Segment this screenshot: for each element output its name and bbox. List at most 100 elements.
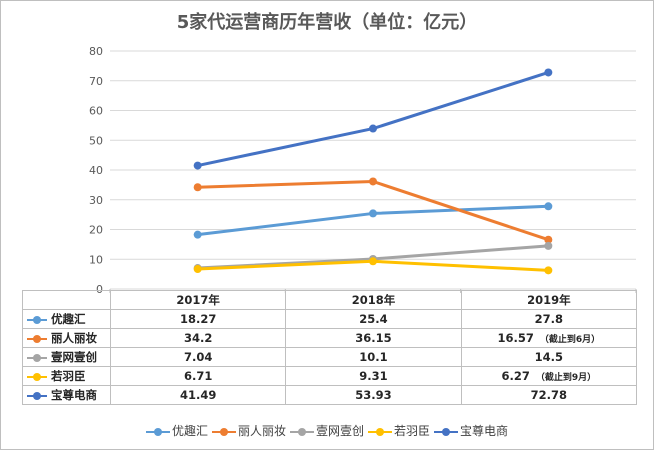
table-row: 若羽臣 6.71 9.31 6.27 （截止到9月）	[22, 366, 637, 386]
data-point	[369, 257, 377, 266]
data-point	[369, 209, 377, 218]
series-line-4	[197, 71, 549, 168]
legend-item: 若羽臣	[368, 422, 430, 439]
legend-swatch-icon	[434, 427, 459, 437]
table-value-cell: 16.57 （截止到6月）	[460, 328, 637, 348]
table-series-cell: 宝尊电商	[22, 385, 111, 405]
series-swatch-icon	[27, 391, 47, 401]
legend-swatch-icon	[289, 427, 314, 437]
data-value: 10.1	[359, 350, 388, 364]
data-value: 18.27	[179, 312, 217, 326]
data-point	[369, 124, 377, 133]
y-tick-label: 30	[89, 194, 103, 207]
x-category-label: 2017年	[109, 290, 287, 310]
series-name: 壹网壹创	[51, 350, 97, 364]
table-value-cell: 34.2	[109, 328, 287, 348]
table-corner-cell	[22, 290, 111, 310]
legend-item: 优趣汇	[145, 422, 208, 439]
table-value-cell: 6.27 （截止到9月）	[460, 366, 637, 386]
data-point	[193, 230, 202, 239]
legend-item: 丽人丽妆	[211, 422, 286, 439]
plot-area: 0 10 20 30 40 50 60 70 80	[89, 45, 637, 296]
data-point	[544, 235, 553, 244]
series-swatch-icon	[27, 315, 47, 325]
data-value: 53.93	[355, 388, 392, 402]
legend: 优趣汇 丽人丽妆 壹网壹创 若羽臣 宝尊电商	[0, 422, 654, 439]
legend-swatch-icon	[211, 427, 236, 437]
data-point	[193, 265, 202, 274]
data-value: 6.27	[501, 369, 530, 383]
legend-item: 宝尊电商	[434, 422, 508, 439]
legend-label: 若羽臣	[394, 424, 431, 438]
table-row: 壹网壹创 7.04 10.1 14.5	[22, 347, 637, 367]
data-value: 36.15	[355, 331, 392, 345]
data-value: 34.2	[183, 331, 213, 345]
data-value: 6.71	[183, 369, 213, 383]
data-point	[193, 161, 202, 170]
table-value-cell: 7.04	[109, 347, 287, 367]
table-value-cell: 36.15	[285, 328, 462, 348]
table-value-cell: 18.27	[109, 309, 287, 329]
y-tick-label: 20	[89, 224, 103, 237]
chart-title: 5家代运营商历年营收（单位：亿元）	[176, 12, 478, 33]
series-name: 若羽臣	[51, 369, 86, 383]
y-tick-label: 0	[96, 283, 103, 296]
y-tick-label: 50	[89, 134, 103, 147]
table-value-cell: 72.78	[460, 385, 637, 405]
table-value-cell: 6.71	[109, 366, 287, 386]
y-tick-label: 10	[89, 253, 103, 266]
data-point	[544, 266, 553, 275]
table-value-cell: 9.31	[285, 366, 462, 386]
table-header-row: 2017年 2018年 2019年	[22, 290, 637, 310]
table-series-cell: 壹网壹创	[22, 347, 111, 367]
value-note: （截止到6月）	[539, 335, 601, 345]
data-point	[544, 241, 553, 250]
y-tick-label: 70	[89, 75, 103, 88]
legend-label: 宝尊电商	[460, 424, 509, 438]
data-value: 16.57	[497, 331, 534, 345]
table-value-cell: 41.49	[109, 385, 287, 405]
series-swatch-icon	[27, 372, 47, 382]
table-value-cell: 25.4	[285, 309, 462, 329]
data-value: 14.5	[534, 350, 563, 364]
data-value: 25.4	[359, 312, 388, 326]
table-series-cell: 优趣汇	[22, 309, 111, 329]
data-value: 27.8	[534, 312, 563, 326]
data-point	[544, 68, 553, 77]
data-value: 72.78	[530, 388, 568, 402]
x-category-label: 2018年	[285, 290, 462, 310]
data-value: 9.31	[359, 369, 388, 383]
data-point	[544, 202, 553, 211]
legend-swatch-icon	[145, 427, 170, 437]
data-table: 2017年 2018年 2019年 优趣汇 18.27 25.4 27.8 丽人丽妆 34.2…	[22, 290, 637, 405]
series-name: 优趣汇	[51, 312, 86, 326]
series-swatch-icon	[27, 353, 47, 363]
y-tick-label: 80	[89, 45, 103, 58]
series-name: 宝尊电商	[51, 388, 97, 402]
series-swatch-icon	[27, 334, 47, 344]
legend-label: 优趣汇	[171, 424, 208, 438]
table-row: 丽人丽妆 34.2 36.15 16.57 （截止到6月）	[22, 328, 637, 348]
value-note: （截止到9月）	[535, 373, 597, 383]
table-row: 宝尊电商 41.49 53.93 72.78	[22, 385, 637, 405]
data-value: 41.49	[179, 388, 217, 402]
table-value-cell: 10.1	[285, 347, 462, 367]
data-point	[369, 177, 377, 186]
data-point	[193, 183, 202, 192]
legend-item: 壹网壹创	[289, 422, 364, 439]
table-value-cell: 14.5	[460, 347, 637, 367]
table-series-cell: 若羽臣	[22, 366, 111, 386]
table-value-cell: 53.93	[285, 385, 462, 405]
table-body: 优趣汇 18.27 25.4 27.8 丽人丽妆 34.2 36.15 16.57 （截止到6月…	[22, 309, 637, 405]
legend-label: 丽人丽妆	[237, 424, 286, 438]
table-row: 优趣汇 18.27 25.4 27.8	[22, 309, 637, 329]
table-series-cell: 丽人丽妆	[22, 328, 111, 348]
data-value: 7.04	[183, 350, 213, 364]
table-value-cell: 27.8	[460, 309, 637, 329]
x-category-label: 2019年	[460, 290, 637, 310]
y-tick-label: 60	[89, 105, 103, 118]
legend-label: 壹网壹创	[315, 424, 364, 438]
legend-swatch-icon	[368, 427, 392, 437]
y-tick-label: 40	[89, 164, 103, 177]
series-name: 丽人丽妆	[51, 331, 97, 345]
